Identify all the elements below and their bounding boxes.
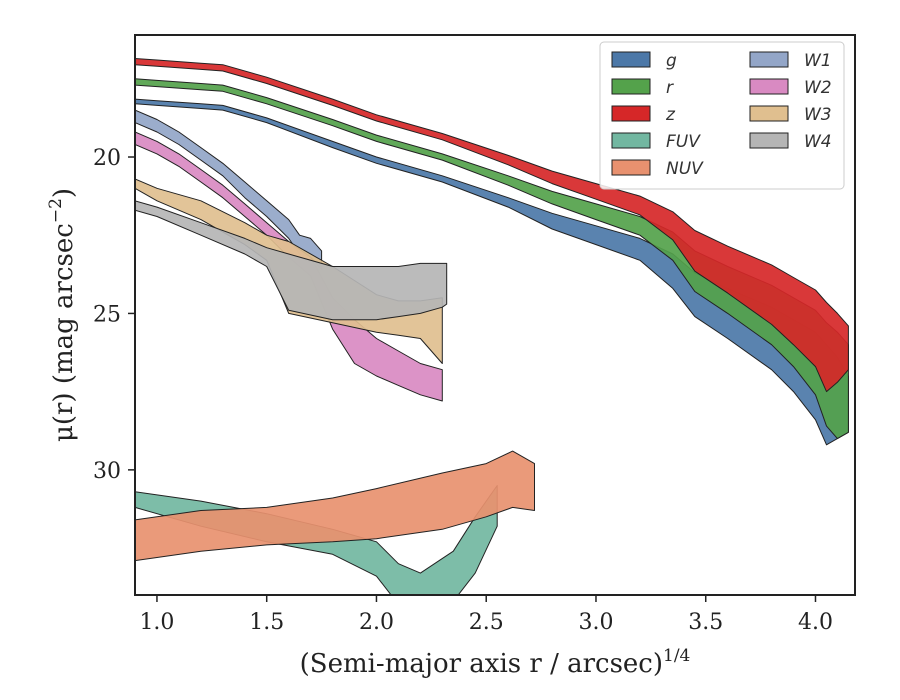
legend-label-w3: W3 bbox=[804, 105, 832, 125]
x-tick-label: 2.0 bbox=[359, 610, 394, 635]
legend-label-g: g bbox=[666, 51, 677, 71]
legend-swatch-fuv bbox=[611, 132, 651, 149]
y-tick-label: 30 bbox=[93, 459, 121, 484]
legend-swatch-w1 bbox=[749, 51, 789, 68]
legend: grz FUV NUV W1 W2 W3 W4 bbox=[599, 41, 845, 190]
series-band-z bbox=[135, 58, 849, 393]
y-axis-title: μ(r) (mag arcsec−2) bbox=[46, 188, 79, 442]
x-axis-title: (Semi-major axis r / arcsec)1/4 bbox=[300, 646, 691, 679]
legend-label-w1: W1 bbox=[804, 51, 832, 71]
series-band-w4 bbox=[135, 200, 448, 321]
x-axis-title-superscript: 1/4 bbox=[663, 646, 690, 666]
legend-swatch-w3 bbox=[749, 105, 789, 122]
legend-swatch-z bbox=[611, 105, 651, 122]
x-tick-label: 3.0 bbox=[578, 610, 613, 635]
legend-swatch-w2 bbox=[749, 78, 789, 95]
legend-label-r: r bbox=[666, 78, 674, 98]
series-band-nuv bbox=[135, 450, 535, 562]
plot-frame bbox=[134, 34, 856, 596]
legend-swatch-w4 bbox=[749, 132, 789, 149]
legend-swatch-g bbox=[611, 51, 651, 68]
y-axis-title-main: μ(r) (mag arcsec bbox=[49, 223, 79, 442]
y-tick-label: 25 bbox=[93, 302, 121, 327]
x-tick-label: 3.5 bbox=[688, 610, 723, 635]
y-axis-ticks: 20 25 30 bbox=[93, 146, 135, 484]
y-axis-title-tail: ) bbox=[49, 188, 79, 198]
legend-label-z: z bbox=[665, 105, 676, 125]
x-axis-title-main: (Semi-major axis r / arcsec) bbox=[300, 649, 663, 679]
x-tick-label: 1.5 bbox=[249, 610, 284, 635]
legend-label-nuv: NUV bbox=[666, 159, 704, 179]
legend-label-w4: W4 bbox=[804, 132, 832, 152]
series-layer bbox=[135, 58, 849, 595]
x-tick-label: 4.0 bbox=[798, 610, 833, 635]
x-axis-ticks: 1.0 1.5 2.0 2.5 3.0 3.5 4.0 bbox=[139, 595, 833, 635]
series-band-w2 bbox=[135, 131, 443, 402]
legend-swatch-r bbox=[611, 78, 651, 95]
legend-label-w2: W2 bbox=[804, 78, 832, 98]
legend-swatch-nuv bbox=[611, 159, 651, 176]
y-tick-label: 20 bbox=[93, 146, 121, 171]
x-tick-label: 1.0 bbox=[139, 610, 174, 635]
y-axis-title-superscript: −2 bbox=[46, 198, 66, 223]
legend-label-fuv: FUV bbox=[666, 132, 701, 152]
x-tick-label: 2.5 bbox=[469, 610, 504, 635]
